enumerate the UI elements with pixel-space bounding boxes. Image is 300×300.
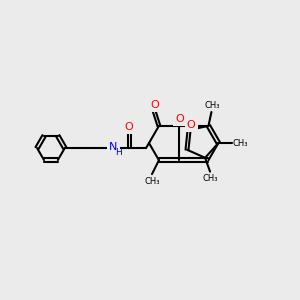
Text: CH₃: CH₃ [144, 176, 160, 185]
Text: O: O [125, 122, 134, 132]
Text: H: H [115, 148, 122, 158]
Text: CH₃: CH₃ [202, 174, 218, 183]
Text: O: O [187, 120, 195, 130]
Text: N: N [109, 142, 118, 152]
Text: CH₃: CH₃ [205, 100, 220, 109]
Text: CH₃: CH₃ [232, 139, 248, 148]
Text: O: O [175, 114, 184, 124]
Text: O: O [150, 100, 159, 110]
